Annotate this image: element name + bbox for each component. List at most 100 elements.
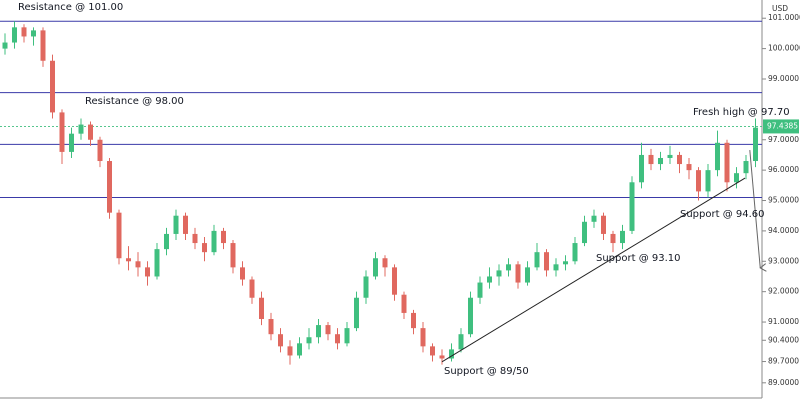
candle-body [21,27,27,37]
annotation: Resistance @ 98.00 [85,96,184,107]
candle-body [667,154,673,158]
y-tick-label: 91.0000 [768,317,799,326]
candle-body [734,173,739,183]
annotation: Support @ 93.10 [596,253,681,264]
candle-body [249,279,255,298]
candle-body [259,297,264,320]
y-tick-label: 96.0000 [768,165,799,174]
candle-body [230,243,236,268]
y-tick-label: 95.0000 [768,196,799,205]
annotation: Support @ 94.60 [680,209,765,220]
candle-body [164,233,169,250]
candle-body [468,297,473,335]
candle-body [202,243,207,253]
candle-body [373,258,378,277]
candle-body [240,267,245,280]
candle-body [59,112,65,152]
y-tick-label: 94.0000 [768,226,799,235]
y-tick-label: 93.0000 [768,256,799,265]
candle-body [696,170,701,192]
candle-body [278,334,283,347]
candle-body [211,230,217,253]
candle-body [107,161,112,213]
candle-body [715,142,720,171]
candle-body [401,294,407,313]
candle-body [344,328,350,344]
candle-body [192,233,198,244]
candle-body [553,264,559,271]
candle-body [411,312,416,329]
candle-body [601,215,606,234]
annotation: Resistance @ 101.00 [18,2,123,13]
candle-body [154,249,160,277]
candle-body [629,182,635,231]
candle-body [610,233,616,244]
y-tick-label: 90.4000 [768,335,799,344]
candle-body [648,154,654,165]
candle-body [126,258,131,262]
candle-body [50,60,55,113]
last-price-box [763,119,799,134]
y-tick-label: 89.0000 [768,378,799,387]
candle-body [392,267,397,295]
candle-body [705,170,711,192]
candle-body [458,334,464,350]
candle-body [12,27,17,43]
annotation: Fresh high @ 97.70 [693,107,790,118]
candle-body [677,154,682,165]
candle-body [116,212,122,259]
candle-body [525,267,530,283]
candle-body [31,30,36,37]
y-tick-label: 99.0000 [768,74,799,83]
plot: 101.0000 100.0000 99.0000 97.0000 96.0000 95.… [0,13,800,387]
candle-body [287,346,293,356]
candle-body [97,139,103,162]
candle-body [487,276,492,283]
annotation: Support @ 89/50 [444,366,529,377]
candle-body [724,142,730,183]
candle-body [354,297,359,329]
candle-body [658,157,663,165]
candle-body [591,215,597,222]
candle-body [335,334,340,344]
candle-body [2,42,8,49]
candle-body [582,221,587,244]
candle-body [572,243,578,262]
candle-body [325,325,331,335]
y-tick-label: 97.0000 [768,135,799,144]
candle-body [316,325,321,338]
candle-body [515,264,521,283]
projection-arrow [749,150,760,268]
candle-body [686,164,692,171]
candle-body [620,230,625,244]
candle-body [268,319,274,335]
candle-body [496,270,502,277]
candle-body [145,267,150,277]
candle-body [506,264,511,271]
candle-body [420,328,426,347]
candle-body [477,282,483,298]
candle-body [173,215,179,234]
candle-body [449,349,454,359]
candle-body [78,124,84,134]
candle-body [743,161,749,174]
candle-body [88,124,93,140]
candle-body [69,133,74,152]
candle-body [40,30,46,61]
candle-body [221,230,226,244]
candle-body [430,346,435,356]
y-tick-label: 89.7000 [768,357,799,366]
candle-body [534,252,540,268]
currency: USD [772,4,788,13]
candle-body [439,355,445,359]
y-tick-label: 100.0000 [768,44,800,53]
candle-body [544,252,549,271]
y-tick-label: 92.0000 [768,287,799,296]
candle-body [753,127,758,162]
trendline [441,177,746,363]
last-price-label: 97.4385 [767,121,798,130]
y-tick-label: 101.0000 [768,13,800,22]
candle-body [382,258,388,268]
candle-body [135,261,141,268]
